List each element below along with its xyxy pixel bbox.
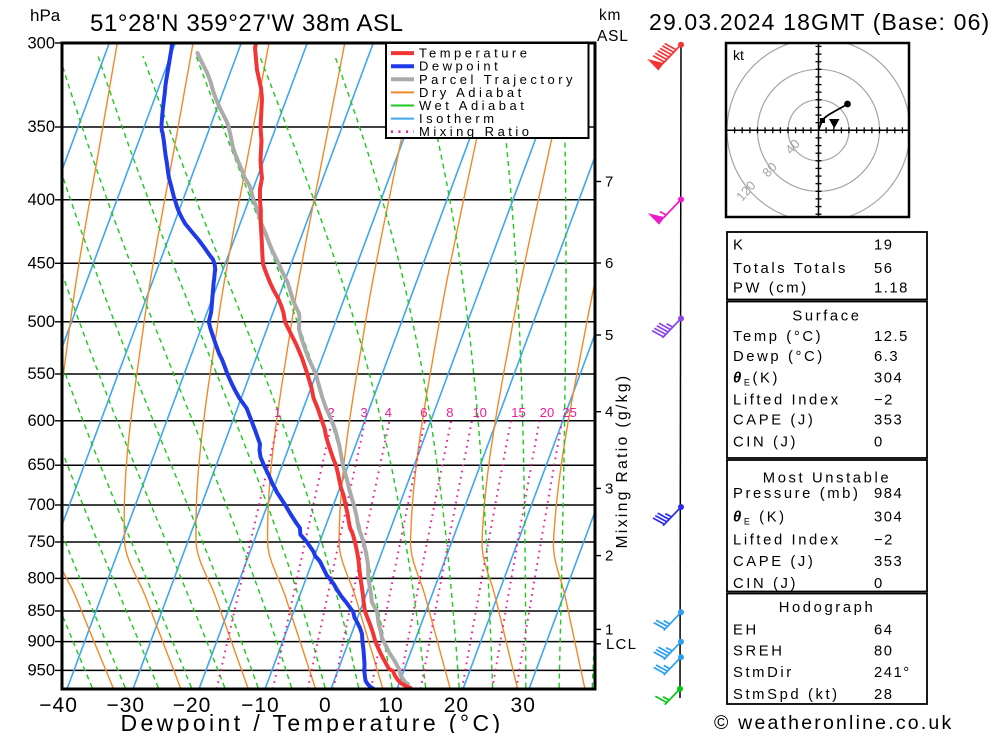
svg-text:−2: −2 bbox=[874, 393, 894, 409]
svg-text:2: 2 bbox=[605, 548, 613, 565]
svg-text:984: 984 bbox=[874, 486, 903, 502]
svg-text:Dewp (°C): Dewp (°C) bbox=[733, 349, 825, 365]
svg-text:CAPE (J): CAPE (J) bbox=[733, 554, 815, 570]
svg-text:850: 850 bbox=[27, 602, 55, 620]
svg-text:−10: −10 bbox=[241, 694, 280, 717]
svg-text:CAPE (J): CAPE (J) bbox=[733, 413, 815, 429]
svg-text:CIN (J): CIN (J) bbox=[733, 576, 798, 592]
svg-text:600: 600 bbox=[27, 412, 55, 430]
svg-text:ASL: ASL bbox=[597, 28, 629, 45]
svg-text:Parcel Trajectory: Parcel Trajectory bbox=[419, 72, 576, 87]
svg-text:353: 353 bbox=[874, 554, 903, 570]
svg-text:StmDir: StmDir bbox=[733, 665, 794, 681]
svg-text:SREH: SREH bbox=[733, 644, 785, 660]
svg-text:Surface: Surface bbox=[792, 309, 861, 325]
svg-text:kt: kt bbox=[733, 47, 744, 63]
svg-text:4: 4 bbox=[385, 405, 392, 420]
svg-text:Lifted Index: Lifted Index bbox=[733, 393, 841, 409]
svg-text:−40: −40 bbox=[39, 694, 78, 717]
svg-text:900: 900 bbox=[27, 633, 55, 651]
svg-text:4: 4 bbox=[605, 404, 613, 421]
svg-text:Temperature: Temperature bbox=[419, 46, 530, 61]
svg-text:800: 800 bbox=[27, 569, 55, 587]
svg-text:6: 6 bbox=[420, 405, 427, 420]
svg-text:300: 300 bbox=[27, 35, 55, 53]
svg-text:353: 353 bbox=[874, 413, 903, 429]
svg-text:2: 2 bbox=[327, 405, 334, 420]
svg-text:EH: EH bbox=[733, 623, 759, 639]
svg-text:750: 750 bbox=[27, 533, 55, 551]
svg-text:700: 700 bbox=[27, 496, 55, 514]
svg-text:Dewpoint / Temperature (°C): Dewpoint / Temperature (°C) bbox=[120, 710, 503, 733]
svg-text:12.5: 12.5 bbox=[874, 329, 909, 345]
svg-text:Dewpoint: Dewpoint bbox=[419, 59, 501, 74]
svg-text:20: 20 bbox=[444, 694, 469, 717]
svg-text:−30: −30 bbox=[106, 694, 145, 717]
svg-text:304: 304 bbox=[874, 510, 903, 526]
svg-text:Mixing Ratio (g/kg): Mixing Ratio (g/kg) bbox=[614, 374, 631, 549]
svg-text:Temp (°C): Temp (°C) bbox=[733, 329, 823, 345]
svg-text:550: 550 bbox=[27, 365, 55, 383]
svg-text:29.03.2024 18GMT (Base: 06): 29.03.2024 18GMT (Base: 06) bbox=[649, 9, 990, 35]
svg-text:10: 10 bbox=[472, 405, 486, 420]
svg-text:241°: 241° bbox=[874, 665, 911, 681]
svg-text:Mixing Ratio: Mixing Ratio bbox=[419, 124, 533, 139]
svg-text:1: 1 bbox=[274, 405, 281, 420]
svg-text:km: km bbox=[599, 7, 621, 24]
svg-text:3: 3 bbox=[605, 480, 613, 497]
svg-text:30: 30 bbox=[511, 694, 536, 717]
svg-text:StmSpd (kt): StmSpd (kt) bbox=[733, 687, 840, 703]
svg-text:θE (K): θE (K) bbox=[733, 510, 787, 527]
svg-text:500: 500 bbox=[27, 313, 55, 331]
svg-text:θE(K): θE(K) bbox=[733, 371, 780, 388]
svg-text:hPa: hPa bbox=[30, 6, 61, 25]
svg-text:LCL: LCL bbox=[606, 636, 637, 653]
svg-text:Dry Adiabat: Dry Adiabat bbox=[419, 85, 525, 100]
svg-text:8: 8 bbox=[446, 405, 453, 420]
svg-text:6: 6 bbox=[605, 255, 613, 272]
svg-text:Pressure (mb): Pressure (mb) bbox=[733, 486, 861, 502]
svg-text:19: 19 bbox=[874, 238, 893, 254]
svg-text:3: 3 bbox=[360, 405, 367, 420]
svg-text:650: 650 bbox=[27, 456, 55, 474]
svg-text:Most Unstable: Most Unstable bbox=[763, 471, 891, 487]
svg-text:350: 350 bbox=[27, 118, 55, 136]
svg-text:1.18: 1.18 bbox=[874, 281, 909, 297]
svg-text:0: 0 bbox=[874, 435, 884, 451]
svg-text:20: 20 bbox=[540, 405, 554, 420]
svg-text:10: 10 bbox=[378, 694, 403, 717]
svg-text:28: 28 bbox=[874, 687, 893, 703]
svg-text:Lifted Index: Lifted Index bbox=[733, 533, 841, 549]
svg-text:80: 80 bbox=[874, 644, 893, 660]
svg-text:1: 1 bbox=[605, 621, 613, 638]
svg-text:6.3: 6.3 bbox=[874, 349, 899, 365]
svg-text:25: 25 bbox=[562, 405, 576, 420]
svg-text:64: 64 bbox=[874, 623, 893, 639]
svg-text:Totals Totals: Totals Totals bbox=[733, 261, 848, 277]
svg-text:5: 5 bbox=[605, 327, 613, 344]
svg-text:© weatheronline.co.uk: © weatheronline.co.uk bbox=[714, 712, 953, 733]
svg-text:56: 56 bbox=[874, 261, 893, 277]
svg-text:15: 15 bbox=[511, 405, 525, 420]
svg-text:7: 7 bbox=[605, 174, 613, 191]
svg-text:−2: −2 bbox=[874, 533, 894, 549]
svg-text:Isotherm: Isotherm bbox=[419, 111, 498, 126]
svg-text:Wet Adiabat: Wet Adiabat bbox=[419, 98, 527, 113]
svg-text:PW (cm): PW (cm) bbox=[733, 281, 809, 297]
svg-text:450: 450 bbox=[27, 254, 55, 272]
svg-text:0: 0 bbox=[319, 694, 332, 717]
svg-text:304: 304 bbox=[874, 371, 903, 387]
svg-text:−20: −20 bbox=[173, 694, 212, 717]
svg-text:950: 950 bbox=[27, 661, 55, 679]
svg-text:Hodograph: Hodograph bbox=[779, 600, 876, 616]
svg-text:0: 0 bbox=[874, 576, 884, 592]
svg-text:51°28ʹN 359°27ʹW 38m ASL: 51°28ʹN 359°27ʹW 38m ASL bbox=[90, 10, 404, 37]
svg-text:CIN (J): CIN (J) bbox=[733, 435, 798, 451]
svg-text:K: K bbox=[733, 238, 745, 254]
svg-text:400: 400 bbox=[27, 191, 55, 209]
